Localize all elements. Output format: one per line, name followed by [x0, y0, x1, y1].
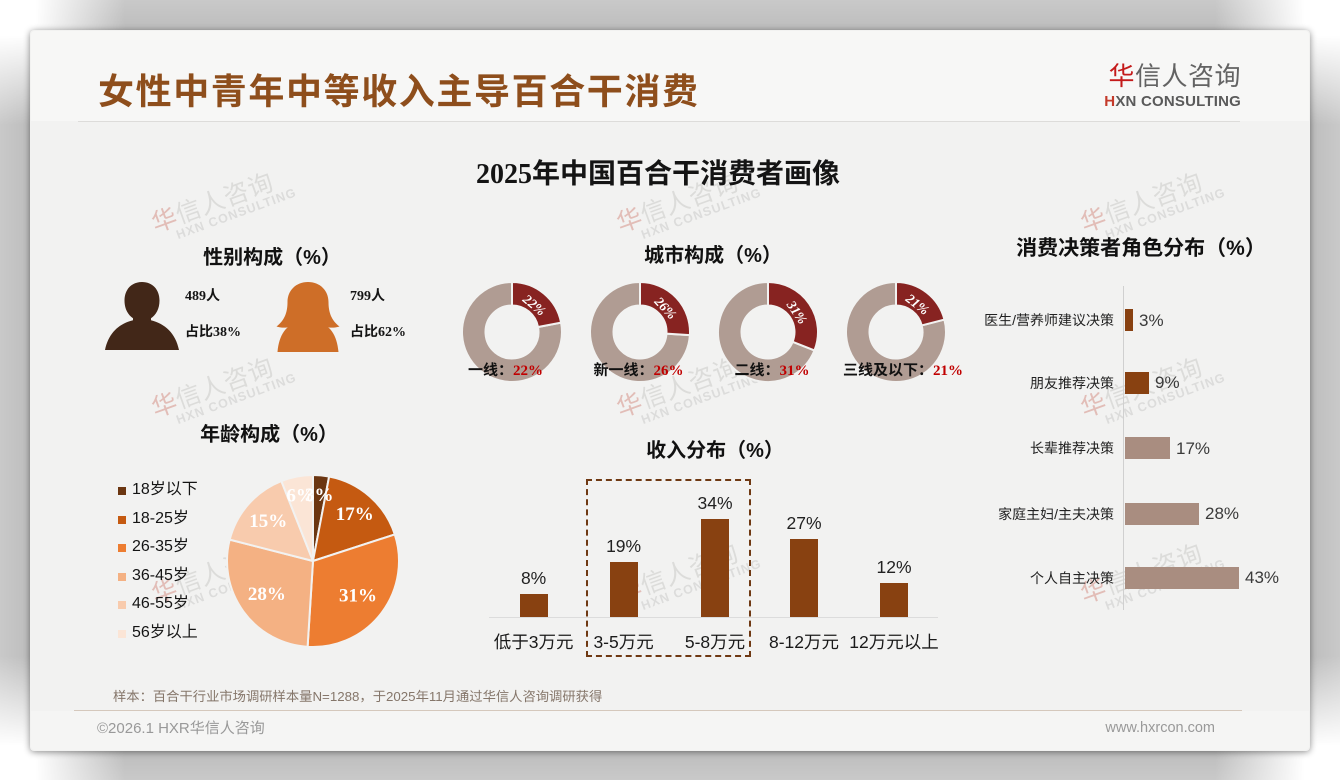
svg-text:17%: 17% [336, 504, 374, 525]
svg-text:28%: 28% [248, 584, 286, 605]
svg-text:6%: 6% [286, 486, 315, 507]
svg-text:31%: 31% [339, 585, 377, 606]
svg-text:15%: 15% [249, 511, 287, 532]
svg-text:3%: 3% [305, 485, 334, 506]
